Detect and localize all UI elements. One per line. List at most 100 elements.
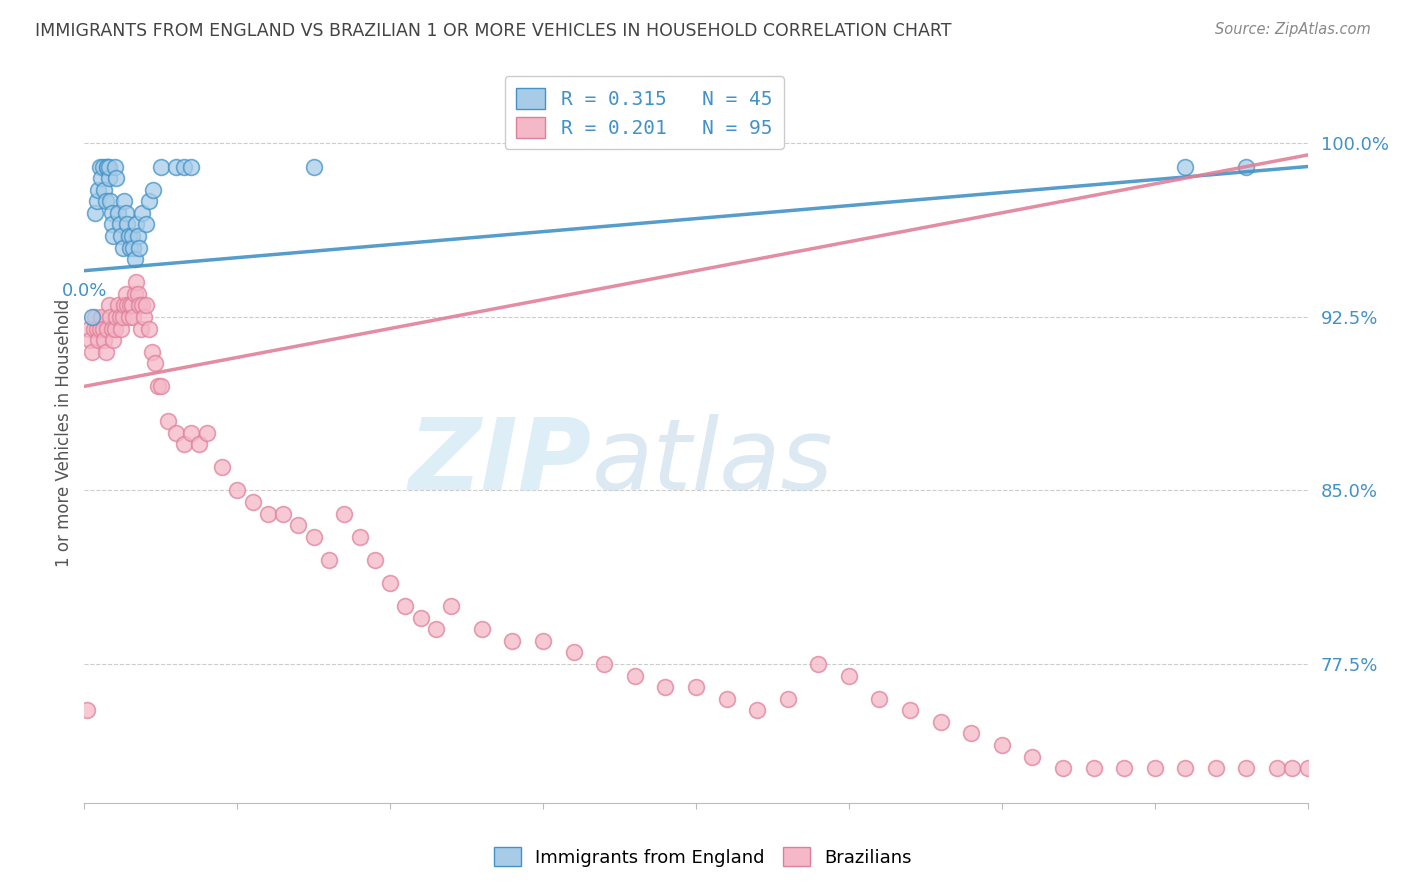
Point <box>287 518 309 533</box>
Point <box>110 229 132 244</box>
Point <box>114 286 136 301</box>
Point <box>121 229 143 244</box>
Point <box>122 240 145 254</box>
Point <box>96 321 118 335</box>
Point <box>86 194 108 209</box>
Point <box>125 275 148 289</box>
Point <box>86 321 108 335</box>
Point <box>122 310 145 324</box>
Point <box>89 321 111 335</box>
Y-axis label: 1 or more Vehicles in Household: 1 or more Vehicles in Household <box>55 299 73 566</box>
Point <box>242 495 264 509</box>
Point <box>128 298 150 312</box>
Point <box>127 229 149 244</box>
Point <box>128 240 150 254</box>
Point <box>180 425 202 440</box>
Point <box>101 206 124 220</box>
Point <box>115 218 138 232</box>
Point <box>98 310 121 324</box>
Point <box>83 321 105 335</box>
Point <box>440 599 463 614</box>
Point <box>898 703 921 717</box>
Text: IMMIGRANTS FROM ENGLAND VS BRAZILIAN 1 OR MORE VEHICLES IN HOUSEHOLD CORRELATION: IMMIGRANTS FROM ENGLAND VS BRAZILIAN 1 O… <box>35 22 952 40</box>
Point <box>333 507 356 521</box>
Point <box>90 310 112 324</box>
Point <box>991 738 1014 752</box>
Point <box>211 460 233 475</box>
Point <box>471 622 494 636</box>
Point <box>80 344 103 359</box>
Point <box>87 333 110 347</box>
Point <box>143 356 166 370</box>
Point <box>1021 749 1043 764</box>
Legend: Immigrants from England, Brazilians: Immigrants from England, Brazilians <box>486 840 920 874</box>
Point <box>188 437 211 451</box>
Point <box>96 160 118 174</box>
Point <box>929 714 952 729</box>
Point <box>1114 761 1136 775</box>
Point <box>96 160 118 174</box>
Point <box>257 507 280 521</box>
Point <box>111 240 134 254</box>
Point <box>747 703 769 717</box>
Point <box>146 379 169 393</box>
Point <box>94 344 117 359</box>
Point <box>1174 160 1197 174</box>
Point <box>562 645 585 659</box>
Text: atlas: atlas <box>592 414 834 511</box>
Point <box>101 218 124 232</box>
Point <box>173 160 195 174</box>
Point <box>131 206 153 220</box>
Point <box>425 622 447 636</box>
Point <box>180 160 202 174</box>
Point <box>93 183 115 197</box>
Point <box>114 206 136 220</box>
Point <box>101 321 124 335</box>
Point <box>107 298 129 312</box>
Point <box>1281 761 1303 775</box>
Point <box>149 379 172 393</box>
Point <box>624 668 647 682</box>
Point <box>125 218 148 232</box>
Text: Source: ZipAtlas.com: Source: ZipAtlas.com <box>1215 22 1371 37</box>
Point <box>103 229 125 244</box>
Point <box>869 691 891 706</box>
Point <box>105 171 128 186</box>
Text: ZIP: ZIP <box>409 414 592 511</box>
Point <box>98 194 121 209</box>
Point <box>409 610 432 624</box>
Point <box>960 726 983 740</box>
Point <box>1083 761 1105 775</box>
Point <box>1052 761 1074 775</box>
Point <box>118 310 141 324</box>
Point <box>394 599 416 614</box>
Text: 0.0%: 0.0% <box>62 283 107 301</box>
Point <box>108 218 131 232</box>
Point <box>91 160 114 174</box>
Point <box>364 553 387 567</box>
Point <box>120 240 142 254</box>
Point <box>76 703 98 717</box>
Point <box>1296 761 1319 775</box>
Point <box>105 310 128 324</box>
Point <box>89 160 111 174</box>
Point <box>1236 761 1258 775</box>
Point <box>79 333 101 347</box>
Point <box>124 286 146 301</box>
Point <box>135 298 157 312</box>
Point <box>132 310 155 324</box>
Point <box>302 160 325 174</box>
Point <box>127 286 149 301</box>
Point <box>654 680 676 694</box>
Point <box>124 252 146 266</box>
Point <box>349 530 371 544</box>
Point <box>84 206 107 220</box>
Point <box>165 160 187 174</box>
Point <box>776 691 799 706</box>
Point <box>271 507 294 521</box>
Point <box>149 160 172 174</box>
Point <box>107 206 129 220</box>
Point <box>97 298 120 312</box>
Point <box>138 194 160 209</box>
Point <box>141 344 163 359</box>
